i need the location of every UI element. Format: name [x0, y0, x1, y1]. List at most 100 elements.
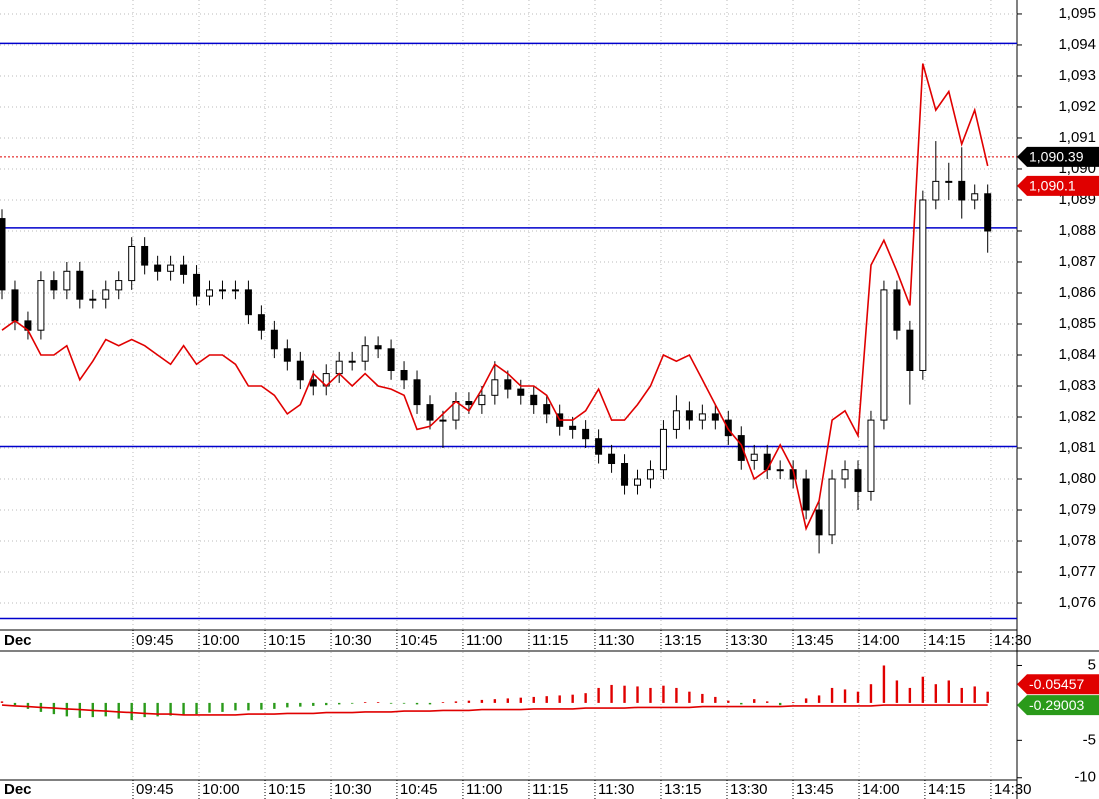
histogram-bar — [571, 694, 574, 703]
x-tick-label: 14:15 — [928, 781, 966, 798]
y-tick-label: 5 — [1088, 656, 1096, 673]
candle-body — [659, 428, 667, 471]
candle-body — [672, 410, 680, 430]
x-tick-label: 09:45 — [136, 781, 174, 798]
candle-body — [283, 348, 291, 362]
histogram-bar — [104, 702, 107, 717]
x-tick-label: 14:30 — [994, 632, 1032, 649]
x-tick-label: 10:15 — [268, 781, 306, 798]
y-tick-label: 1,081 — [1058, 439, 1096, 456]
candle-body — [608, 453, 616, 465]
histogram-bar — [312, 702, 315, 706]
candle-body — [919, 199, 927, 371]
histogram-bar — [415, 702, 419, 705]
y-tick-label: 1,092 — [1058, 98, 1096, 115]
y-tick-label: -10 — [1074, 769, 1096, 786]
candle-body — [257, 314, 265, 331]
price-tag-label: -0.05457 — [1029, 676, 1084, 692]
candle-body — [634, 478, 642, 486]
candle-body — [218, 289, 226, 292]
x-tick-label: 14:15 — [928, 632, 966, 649]
histogram-bar — [519, 697, 522, 703]
x-tick-label: 10:15 — [268, 632, 306, 649]
y-tick-label: 1,086 — [1058, 284, 1096, 301]
histogram-bar — [143, 702, 146, 718]
candle-body — [63, 270, 71, 291]
price-tag-label: 1,090.1 — [1029, 178, 1076, 194]
histogram-bar — [156, 702, 159, 717]
y-tick-label: 1,082 — [1058, 408, 1096, 425]
histogram-bar — [0, 701, 4, 703]
histogram-bar — [130, 702, 133, 721]
y-tick-label: 1,077 — [1058, 563, 1096, 580]
histogram-bar — [791, 702, 795, 703]
candle-body — [698, 413, 706, 421]
candle-body — [89, 298, 97, 301]
histogram-bar — [299, 702, 302, 707]
histogram-bar — [740, 702, 743, 705]
candle-body — [11, 289, 19, 322]
candle-body — [893, 289, 901, 331]
candle-body — [296, 360, 304, 381]
candle-body — [50, 280, 58, 291]
histogram-bar — [960, 687, 963, 703]
x-tick-label: 11:00 — [466, 781, 502, 798]
histogram-bar — [973, 686, 976, 703]
x-tick-label: 13:30 — [730, 632, 768, 649]
histogram-bar — [286, 702, 289, 708]
y-tick-label: 1,087 — [1058, 253, 1096, 270]
histogram-bar — [662, 685, 665, 703]
candle-body — [815, 509, 823, 536]
histogram-bar — [247, 702, 250, 711]
y-tick-label: 1,079 — [1058, 501, 1096, 518]
x-tick-label: 11:30 — [598, 632, 634, 649]
candle-body — [167, 264, 175, 272]
x-tick-label: 11:15 — [532, 781, 568, 798]
x-tick-label: 09:45 — [136, 632, 174, 649]
candle-body — [309, 379, 317, 387]
price-tag — [1017, 674, 1099, 695]
x-tick-label: 14:30 — [994, 781, 1032, 798]
candle-body — [906, 329, 914, 371]
candle-body — [465, 401, 473, 406]
candle-body — [141, 245, 149, 266]
candle-body — [854, 469, 862, 492]
histogram-bar — [338, 702, 341, 705]
date-label: Dec — [4, 632, 32, 649]
histogram-bar — [169, 702, 172, 716]
candle-body — [426, 404, 434, 421]
histogram-bar — [117, 702, 120, 719]
candle-body — [543, 404, 551, 415]
histogram-bar — [376, 702, 380, 703]
histogram-bar — [13, 702, 17, 706]
x-tick-label: 13:45 — [796, 632, 834, 649]
histogram-bar — [545, 696, 548, 703]
candle-body — [737, 435, 745, 461]
candle-body — [971, 193, 979, 201]
histogram-bar — [221, 702, 224, 712]
histogram-bar — [480, 699, 484, 703]
x-tick-label: 13:15 — [664, 632, 702, 649]
candle-body — [102, 289, 110, 300]
histogram-bar — [753, 699, 756, 703]
y-tick-label: 1,080 — [1058, 470, 1096, 487]
candle-body — [530, 394, 538, 406]
candle-body — [206, 289, 214, 297]
y-tick-label: 1,094 — [1058, 36, 1096, 53]
histogram-bar — [688, 691, 691, 703]
candle-body — [802, 478, 810, 511]
candle-body — [504, 379, 512, 390]
histogram-bar — [817, 695, 821, 703]
histogram-bar — [947, 680, 950, 703]
histogram-bar — [843, 689, 847, 703]
candle-body — [867, 419, 875, 492]
histogram-bar — [195, 702, 198, 715]
candle-body — [270, 329, 278, 350]
candle-body — [750, 453, 758, 461]
histogram-bar — [701, 693, 704, 703]
price-tag — [1017, 146, 1099, 167]
histogram-bar — [454, 701, 458, 703]
x-tick-label: 11:30 — [598, 781, 634, 798]
histogram-bar — [921, 676, 925, 703]
candle-body — [387, 348, 395, 371]
